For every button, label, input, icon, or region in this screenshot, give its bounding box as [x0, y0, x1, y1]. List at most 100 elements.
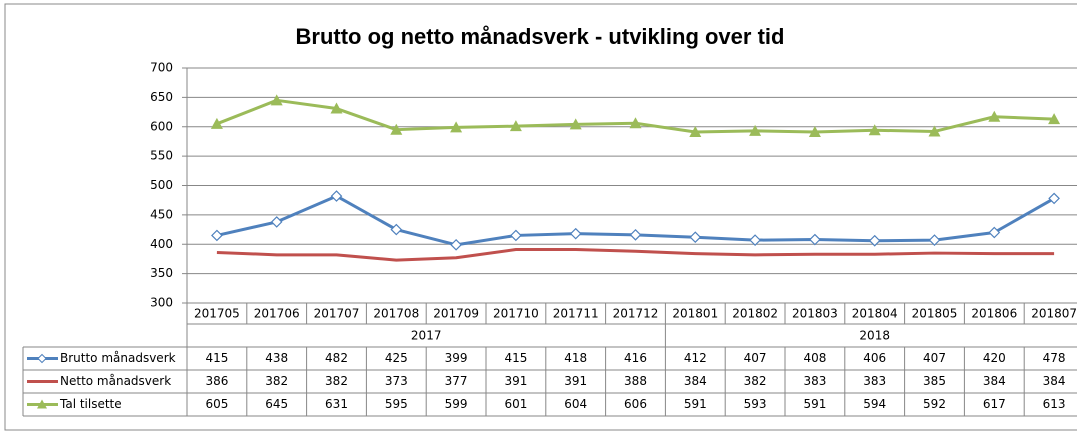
- legend-marker: [37, 399, 47, 409]
- marker: [390, 223, 403, 236]
- table-value: 591: [684, 397, 707, 411]
- table-value: 425: [385, 351, 408, 365]
- series-line: [216, 248, 1055, 262]
- marker: [390, 123, 403, 135]
- group-label: 2017: [411, 329, 442, 343]
- x-tick-label: 201706: [254, 307, 300, 321]
- x-tick-label: 201804: [852, 307, 898, 321]
- marker: [330, 102, 343, 114]
- table-value: 382: [325, 374, 348, 388]
- marker: [270, 94, 283, 106]
- table-value: 391: [504, 374, 527, 388]
- y-tick-label: 650: [150, 90, 173, 104]
- table-value: 593: [744, 397, 767, 411]
- marker: [510, 229, 522, 242]
- x-tick-label: 201711: [553, 307, 599, 321]
- table-value: 478: [1043, 351, 1066, 365]
- table-value: 631: [325, 397, 348, 411]
- marker: [211, 229, 223, 242]
- marker: [210, 117, 223, 129]
- marker: [629, 117, 642, 129]
- marker: [330, 190, 343, 202]
- table-value: 415: [504, 351, 527, 365]
- table-value: 416: [624, 351, 647, 365]
- marker: [928, 125, 941, 137]
- legend-label: Brutto månadsverk: [60, 351, 176, 365]
- table-value: 605: [205, 397, 228, 411]
- x-tick-label: 201710: [493, 307, 539, 321]
- marker: [509, 120, 522, 132]
- table-value: 384: [1043, 374, 1066, 388]
- table-value: 406: [863, 351, 886, 365]
- table-value: 412: [684, 351, 707, 365]
- table-value: 606: [624, 397, 647, 411]
- table-value: 408: [803, 351, 826, 365]
- table-value: 645: [265, 397, 288, 411]
- marker: [270, 216, 283, 228]
- table-value: 415: [205, 351, 228, 365]
- y-tick-label: 450: [150, 207, 173, 221]
- y-tick-label: 400: [150, 237, 173, 251]
- table-value: 383: [863, 374, 886, 388]
- table-value: 383: [803, 374, 826, 388]
- table-value: 384: [983, 374, 1006, 388]
- x-tick-label: 201802: [732, 307, 778, 321]
- marker: [868, 234, 881, 247]
- marker: [1048, 113, 1061, 125]
- marker: [868, 124, 881, 136]
- table-value: 391: [564, 374, 587, 388]
- x-tick-label: 201708: [373, 307, 419, 321]
- y-tick-label: 600: [150, 119, 173, 133]
- y-tick-label: 500: [150, 178, 173, 192]
- marker: [1048, 192, 1060, 205]
- y-tick-label: 350: [150, 266, 173, 280]
- table-value: 407: [744, 351, 767, 365]
- table-value: 482: [325, 351, 348, 365]
- marker: [749, 124, 762, 136]
- table-value: 438: [265, 351, 288, 365]
- legend-label: Netto månadsverk: [60, 374, 171, 388]
- x-tick-label: 201807: [1031, 307, 1077, 321]
- y-tick-label: 300: [150, 296, 173, 310]
- x-tick-label: 201801: [672, 307, 718, 321]
- table-value: 617: [983, 397, 1006, 411]
- marker: [808, 126, 821, 138]
- marker: [988, 226, 1001, 239]
- table-value: 599: [445, 397, 468, 411]
- legend-marker: [37, 353, 47, 364]
- table-value: 601: [504, 397, 527, 411]
- marker: [928, 234, 941, 246]
- marker: [569, 227, 582, 240]
- table-value: 382: [265, 374, 288, 388]
- marker: [629, 229, 642, 241]
- x-tick-label: 201709: [433, 307, 479, 321]
- table-value: 613: [1043, 397, 1066, 411]
- y-tick-label: 700: [150, 61, 173, 75]
- chart-title: Brutto og netto månadsverk - utvikling o…: [296, 24, 785, 49]
- y-tick-label: 550: [150, 149, 173, 163]
- table-value: 384: [684, 374, 707, 388]
- table-value: 386: [205, 374, 228, 388]
- legend-label: Tal tilsette: [59, 397, 122, 411]
- table-value: 382: [744, 374, 767, 388]
- table-value: 407: [923, 351, 946, 365]
- marker: [569, 118, 582, 130]
- marker: [689, 231, 702, 244]
- table-value: 592: [923, 397, 946, 411]
- table-value: 399: [445, 351, 468, 365]
- x-tick-label: 201806: [971, 307, 1017, 321]
- table-value: 385: [923, 374, 946, 388]
- table-value: 418: [564, 351, 587, 365]
- table-value: 388: [624, 374, 647, 388]
- table-value: 420: [983, 351, 1006, 365]
- x-tick-label: 201705: [194, 307, 240, 321]
- table-value: 604: [564, 397, 587, 411]
- x-tick-label: 201803: [792, 307, 838, 321]
- marker: [988, 110, 1001, 122]
- table-value: 377: [445, 374, 468, 388]
- marker: [450, 121, 463, 133]
- x-tick-label: 201712: [613, 307, 659, 321]
- marker: [689, 126, 702, 138]
- table-value: 591: [803, 397, 826, 411]
- group-label: 2018: [859, 329, 890, 343]
